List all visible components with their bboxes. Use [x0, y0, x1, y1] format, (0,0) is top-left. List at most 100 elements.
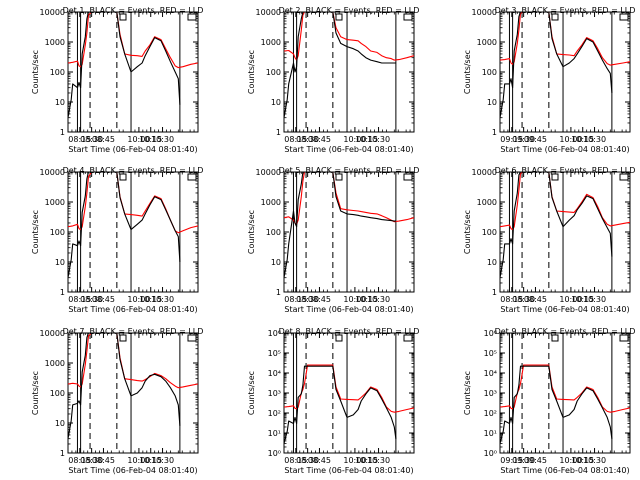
plot-frame — [67, 332, 199, 454]
x-tick-label: 08:30 — [80, 135, 103, 144]
y-axis-title: Counts/sec — [463, 371, 472, 415]
legend-box — [187, 173, 197, 181]
x-tick-label: 09:45 — [524, 135, 547, 144]
x-tick-label: 10:30 — [151, 295, 174, 304]
series-group — [284, 172, 414, 278]
x-tick-label: 10:00 — [343, 295, 366, 304]
legend-box — [403, 334, 413, 342]
lld-series-line — [68, 172, 198, 234]
x-axis-title: Start Time (06-Feb-04 08:01:40) — [500, 305, 629, 314]
x-tick-label: 08:15 — [500, 295, 523, 304]
y-tick-label: 10 — [271, 258, 281, 267]
x-tick-label: 10:30 — [367, 295, 390, 304]
x-tick-label: 10:15 — [139, 456, 162, 465]
chart-title: Det 5, BLACK = Events, RED = LLD — [279, 166, 420, 175]
lld-series-line — [284, 172, 414, 225]
lld-series-line — [284, 12, 414, 61]
plot-frame — [283, 332, 415, 454]
y-tick-label: 100 — [50, 389, 65, 398]
series-group — [500, 172, 630, 278]
y-tick-label: 10 — [487, 258, 497, 267]
y-tick-label: 10000 — [40, 168, 65, 177]
chart-title: Det 3, BLACK = Events, RED = LLD — [495, 6, 636, 15]
y-tick-label: 1 — [60, 288, 65, 297]
x-tick-label: 10:15 — [355, 135, 378, 144]
y-tick-label: 1000 — [45, 359, 65, 368]
x-tick-label: 10:15 — [571, 135, 594, 144]
y-tick-label: 1000 — [477, 38, 497, 47]
series-group — [500, 364, 630, 444]
series-group — [68, 172, 198, 278]
y-axis-title: Counts/sec — [247, 210, 256, 254]
x-tick-label: 10:30 — [367, 456, 390, 465]
x-tick-label: 10:00 — [127, 295, 150, 304]
y-tick-label: 10⁶ — [268, 329, 281, 338]
legend-box-left — [335, 173, 343, 181]
x-tick-label: 08:45 — [524, 295, 547, 304]
events-series-line — [68, 172, 181, 278]
x-tick-label: 10:30 — [367, 135, 390, 144]
chart-title: Det 2, BLACK = Events, RED = LLD — [279, 6, 420, 15]
y-tick-label: 10⁰ — [268, 449, 281, 458]
x-tick-label: 08:15 — [68, 456, 91, 465]
x-tick-label: 08:30 — [512, 295, 535, 304]
plot-frame — [499, 332, 631, 454]
y-axis-title: Counts/sec — [463, 210, 472, 254]
series-group — [500, 12, 630, 118]
x-tick-label: 10:00 — [559, 456, 582, 465]
x-tick-label: 10:15 — [571, 456, 594, 465]
x-tick-label: 10:15 — [355, 456, 378, 465]
x-tick-label: 09:15 — [500, 456, 523, 465]
y-tick-label: 10 — [487, 98, 497, 107]
plot-frame — [283, 11, 415, 133]
y-tick-label: 1000 — [261, 38, 281, 47]
series-group — [284, 364, 414, 444]
series-group — [284, 12, 414, 118]
x-tick-label: 08:45 — [308, 456, 331, 465]
legend-box — [619, 334, 629, 342]
legend-box — [403, 173, 413, 181]
y-tick-label: 10⁶ — [484, 329, 497, 338]
x-tick-label: 08:45 — [92, 456, 115, 465]
legend-box-left — [119, 334, 127, 342]
series-group — [68, 12, 198, 118]
y-tick-label: 10⁵ — [268, 349, 281, 358]
x-tick-label: 10:15 — [139, 295, 162, 304]
y-tick-label: 1000 — [45, 198, 65, 207]
plot-frame — [499, 171, 631, 293]
x-tick-label: 10:15 — [139, 135, 162, 144]
y-tick-label: 10² — [268, 409, 281, 418]
x-tick-label: 08:15 — [68, 135, 91, 144]
chart-title: Det 9, BLACK = Events, RED = LLD — [495, 327, 636, 336]
events-series-line — [284, 172, 396, 278]
legend-box-left — [551, 13, 559, 21]
y-tick-label: 10¹ — [268, 429, 281, 438]
y-axis-title: Counts/sec — [31, 50, 40, 94]
x-tick-label: 10:00 — [559, 295, 582, 304]
x-tick-label: 10:30 — [151, 456, 174, 465]
y-tick-label: 10000 — [256, 168, 281, 177]
series-group — [68, 333, 198, 439]
y-tick-label: 10 — [55, 98, 65, 107]
x-tick-label: 08:30 — [296, 135, 319, 144]
events-series-line — [68, 333, 181, 439]
y-tick-label: 1 — [60, 449, 65, 458]
legend-box — [403, 13, 413, 21]
y-tick-label: 10² — [484, 409, 497, 418]
y-tick-label: 100 — [50, 68, 65, 77]
x-axis-title: Start Time (06-Feb-04 08:01:40) — [68, 145, 197, 154]
lld-series-line — [500, 172, 630, 231]
x-axis-title: Start Time (06-Feb-04 08:01:40) — [284, 305, 413, 314]
y-tick-label: 10³ — [484, 389, 497, 398]
x-axis-title: Start Time (06-Feb-04 08:01:40) — [68, 466, 197, 475]
x-tick-label: 08:15 — [68, 295, 91, 304]
x-tick-label: 08:45 — [92, 295, 115, 304]
x-tick-label: 08:30 — [80, 295, 103, 304]
